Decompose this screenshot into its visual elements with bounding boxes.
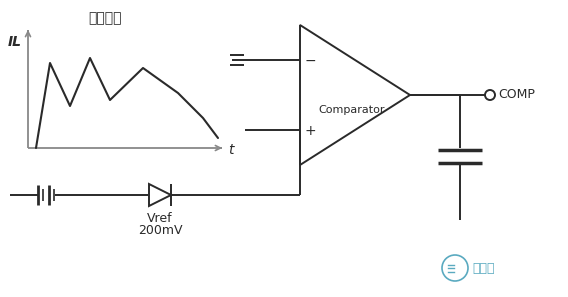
Text: IL: IL	[8, 35, 22, 49]
Text: 200mV: 200mV	[138, 224, 182, 237]
Text: +: +	[305, 124, 316, 138]
Text: 日月辰: 日月辰	[472, 261, 495, 274]
Text: t: t	[228, 143, 233, 157]
Text: −: −	[305, 54, 316, 68]
Text: 电感电流: 电感电流	[88, 11, 122, 25]
Text: COMP: COMP	[498, 89, 535, 102]
Text: Vref: Vref	[147, 212, 173, 225]
Text: Comparator: Comparator	[318, 105, 385, 115]
